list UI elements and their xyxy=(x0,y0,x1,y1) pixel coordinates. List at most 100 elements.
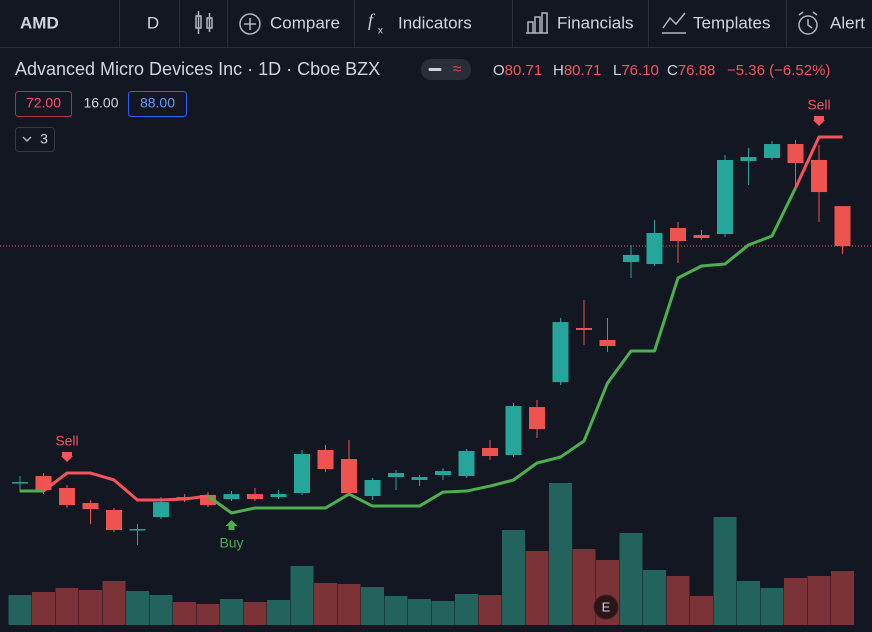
volume-bar xyxy=(173,602,196,625)
input-box[interactable] xyxy=(15,91,72,117)
financials-label: Financials xyxy=(557,13,634,32)
candle-body xyxy=(834,206,851,247)
compare-label: Compare xyxy=(270,13,340,32)
candle-body xyxy=(787,144,804,163)
ohlc-label: L xyxy=(613,62,621,79)
volume-bar xyxy=(196,604,220,625)
volume-bar xyxy=(760,588,784,625)
input-value: 72.00 xyxy=(26,95,61,111)
interval[interactable]: D xyxy=(147,13,159,32)
volume-bar xyxy=(32,592,55,625)
candle-body xyxy=(106,509,122,530)
alert-label: Alert xyxy=(830,13,865,32)
fx-icon: x xyxy=(378,26,383,37)
ohlc-value: 80.71 xyxy=(564,62,602,79)
indicators-label: Indicators xyxy=(398,13,472,32)
ohlc-label: H xyxy=(553,62,564,79)
volume-bar xyxy=(713,517,737,625)
toggle-icon: ≈ xyxy=(453,61,462,78)
candle-body xyxy=(458,451,475,477)
ohlc-values: O80.71 H80.71 L76.10 C76.88 −5.36 (−6.52… xyxy=(493,62,830,79)
candle-body xyxy=(529,407,545,430)
chart-type-icon[interactable] xyxy=(195,11,213,34)
candle-body xyxy=(435,471,451,475)
volume-bar xyxy=(314,583,337,625)
collapse-button[interactable]: 3 xyxy=(15,127,55,152)
legend-title: Advanced Micro Devices Inc · 1D · Cboe B… xyxy=(15,59,380,79)
candle-body xyxy=(411,477,428,480)
supertrend-line xyxy=(20,187,797,515)
candle-body xyxy=(294,454,310,494)
indicators-button[interactable]: f x Indicators xyxy=(368,10,472,37)
volume-bar xyxy=(831,571,854,625)
volume-bar xyxy=(643,570,666,625)
input-value: 88.00 xyxy=(140,95,175,111)
templates-button[interactable]: Templates xyxy=(662,12,770,34)
volume-bar xyxy=(384,596,408,625)
volume-bar xyxy=(8,595,32,625)
symbol[interactable]: AMD xyxy=(20,13,59,32)
candle-body xyxy=(811,159,827,193)
templates-label: Templates xyxy=(693,13,770,32)
ohlc-value: 80.71 xyxy=(505,62,543,79)
volume-bar xyxy=(220,599,243,625)
volume-bar xyxy=(690,596,713,625)
volume-bar xyxy=(455,594,478,625)
volume-bar xyxy=(55,588,79,625)
volume-bar xyxy=(784,578,807,625)
volume-bar xyxy=(431,601,455,625)
ohlc-label: O xyxy=(493,62,505,79)
candle-body xyxy=(599,339,616,347)
candle-body xyxy=(388,473,404,478)
candle-body xyxy=(740,157,757,162)
volume-bar xyxy=(102,581,126,625)
volume-bar xyxy=(549,483,572,625)
candle-body xyxy=(482,448,498,457)
candle-body xyxy=(129,529,146,531)
volume-bar xyxy=(79,590,102,625)
candle-body xyxy=(223,494,240,500)
volume-bar xyxy=(619,533,643,625)
visibility-toggle[interactable]: ≈ xyxy=(421,59,471,80)
candle-body xyxy=(247,494,263,500)
candle-body xyxy=(364,479,381,497)
toolbar xyxy=(0,0,872,47)
change: −5.36 (−6.52%) xyxy=(727,62,830,79)
volume-bar xyxy=(290,566,314,625)
candle-body xyxy=(623,254,639,263)
fx-icon: f xyxy=(368,10,376,30)
volume-bar xyxy=(267,600,290,625)
volume-bar xyxy=(737,581,760,625)
ohlc-value: 76.88 xyxy=(678,62,716,79)
candle-body xyxy=(341,459,357,494)
volume-bar xyxy=(478,595,502,625)
candle-body xyxy=(552,322,569,383)
candle-body xyxy=(270,494,287,498)
volume-bar xyxy=(361,587,384,625)
volume-bar xyxy=(149,595,173,625)
collapsed-count: 3 xyxy=(40,131,48,147)
candle-body xyxy=(200,494,216,505)
buy-arrow xyxy=(225,520,238,531)
candle-body xyxy=(646,232,663,265)
candle-body xyxy=(693,234,710,238)
candle-body xyxy=(153,502,169,518)
ohlc-value: 76.10 xyxy=(621,62,659,79)
alert-button[interactable]: Alert xyxy=(798,11,865,35)
candle-body xyxy=(317,449,334,470)
compare-button[interactable]: Compare xyxy=(239,13,340,35)
financials-button[interactable]: Financials xyxy=(526,12,634,34)
volume-bar xyxy=(408,599,431,625)
sell-label: Sell xyxy=(807,97,830,113)
candle-body xyxy=(576,327,592,330)
ohlc-label: C xyxy=(667,62,678,79)
earnings-label: E xyxy=(602,599,611,614)
volume-bar xyxy=(807,576,831,625)
volume-bar xyxy=(243,602,267,625)
candle-body xyxy=(59,488,75,505)
volume-bar xyxy=(572,549,596,625)
input-value: 16.00 xyxy=(83,95,118,111)
candle-body xyxy=(12,482,28,484)
input-box[interactable] xyxy=(128,91,187,117)
